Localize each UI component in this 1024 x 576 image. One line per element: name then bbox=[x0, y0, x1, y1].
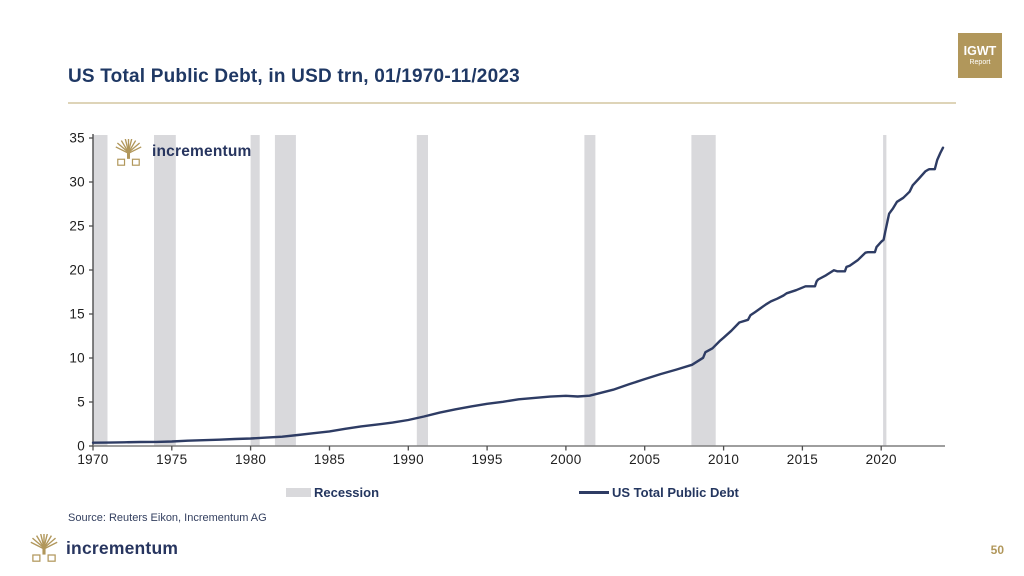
footer-brand-text: incrementum bbox=[66, 537, 179, 558]
x-tick-label: 1990 bbox=[393, 452, 424, 467]
recession-band bbox=[584, 135, 596, 446]
recession-label: Recession bbox=[314, 484, 380, 500]
recession-band bbox=[250, 135, 260, 446]
debt-line-swatch bbox=[579, 490, 609, 494]
y-tick-label: 0 bbox=[77, 439, 85, 454]
y-tick-label: 35 bbox=[69, 131, 85, 146]
y-tick-label: 10 bbox=[69, 351, 85, 366]
y-tick-label: 20 bbox=[69, 263, 85, 278]
recession-band bbox=[416, 135, 428, 446]
x-tick-label: 1970 bbox=[77, 452, 108, 467]
title-divider bbox=[68, 102, 956, 104]
y-tick-label: 30 bbox=[69, 175, 85, 190]
watermark-treebox bbox=[110, 136, 147, 168]
chart-watermark-logo: incrementum bbox=[110, 136, 252, 168]
y-tick-label: 25 bbox=[69, 219, 85, 234]
x-tick-label: 2020 bbox=[866, 452, 897, 467]
x-tick-label: 1980 bbox=[235, 452, 266, 467]
badge-line1: IGWT bbox=[963, 43, 997, 58]
legend-item-debt-series: US Total Public Debt bbox=[579, 484, 739, 500]
recession-band bbox=[274, 135, 296, 446]
legend-item-recession: Recession bbox=[286, 484, 379, 500]
watermark-brand-text: incrementum bbox=[152, 143, 252, 160]
x-tick-label: 2010 bbox=[708, 452, 739, 467]
badge-line2: Report bbox=[969, 58, 991, 66]
incrementum-tree-icon bbox=[115, 139, 142, 166]
incrementum-tree-icon bbox=[30, 534, 58, 562]
recession-band bbox=[93, 135, 108, 446]
recession-band bbox=[154, 135, 176, 446]
x-tick-label: 1995 bbox=[471, 452, 502, 467]
y-tick-label: 5 bbox=[77, 395, 85, 410]
debt-series-label: US Total Public Debt bbox=[612, 484, 739, 500]
footer-logo: incrementum bbox=[30, 534, 178, 562]
recession-band bbox=[883, 135, 887, 446]
debt-chart: 0 5 10 15 20 25 30 35 1970 1975 1980 1985 1990 1995 20… bbox=[69, 131, 945, 467]
page-number: 50 bbox=[990, 543, 1004, 557]
x-tick-label: 2005 bbox=[629, 452, 660, 467]
igwt-report-badge: IGWT Report bbox=[958, 33, 1002, 78]
y-tick-label: 15 bbox=[69, 307, 85, 322]
x-tick-label: 1975 bbox=[156, 452, 187, 467]
recession-swatch bbox=[286, 487, 311, 497]
source-note: Source: Reuters Eikon, Incrementum AG bbox=[68, 512, 267, 524]
recession-band bbox=[691, 135, 716, 446]
x-tick-label: 1985 bbox=[314, 452, 345, 467]
debt-line bbox=[91, 146, 945, 444]
x-tick-label: 2000 bbox=[550, 452, 581, 467]
page-title: US Total Public Debt, in USD trn, 01/197… bbox=[68, 66, 520, 87]
x-tick-label: 2015 bbox=[787, 452, 818, 467]
